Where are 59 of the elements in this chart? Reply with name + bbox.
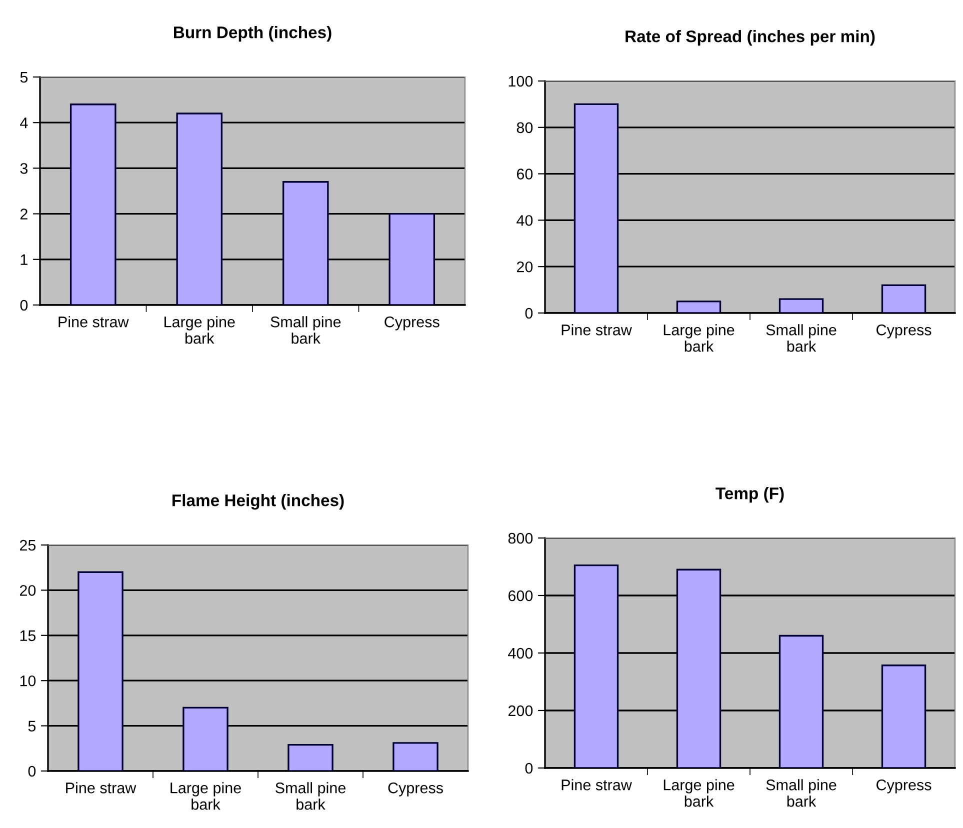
- y-tick-label: 100: [508, 76, 533, 87]
- x-tick-label: Cypress: [384, 316, 440, 330]
- y-tick-label: 2: [20, 208, 28, 220]
- chart-title: Temp (F): [716, 487, 784, 503]
- y-tick-label: 15: [20, 630, 36, 642]
- x-tick-label: Pine straw: [66, 782, 136, 794]
- chart-title: Flame Height (inches): [172, 494, 344, 510]
- bar: [574, 564, 619, 768]
- bar: [778, 634, 824, 768]
- y-tick-label: 0: [20, 300, 28, 311]
- bar: [778, 298, 824, 313]
- y-tick-label: 10: [20, 675, 36, 686]
- y-tick-label: 5: [20, 72, 28, 83]
- bar: [676, 300, 722, 313]
- bar: [881, 664, 926, 768]
- x-tick-label: Pine straw: [562, 779, 632, 790]
- x-tick-label: Cypress: [876, 780, 932, 794]
- x-tick-label: Cypress: [388, 782, 443, 796]
- y-tick-label: 60: [516, 168, 533, 180]
- x-tick-label: Large pine bark: [664, 779, 734, 807]
- y-tick-label: 25: [20, 540, 36, 551]
- y-tick-label: 0: [28, 766, 36, 777]
- y-tick-label: 20: [516, 261, 533, 272]
- y-tick-label: 400: [508, 648, 533, 659]
- x-tick-label: Pine straw: [562, 324, 632, 336]
- x-tick-label: Pine straw: [58, 316, 129, 328]
- x-tick-label: Small pine bark: [766, 324, 836, 352]
- bar: [388, 212, 436, 305]
- y-tick-label: 4: [20, 118, 28, 128]
- bar: [70, 104, 116, 305]
- y-tick-label: 80: [516, 122, 533, 134]
- y-tick-label: 0: [525, 762, 533, 774]
- chart-title: Burn Depth (inches): [174, 26, 332, 42]
- x-tick-label: Cypress: [876, 324, 932, 338]
- bar: [176, 112, 223, 305]
- x-tick-label: Small pine bark: [276, 782, 346, 810]
- chart-title: Rate of Spread (inches per min): [626, 30, 875, 46]
- y-tick-label: 800: [508, 532, 533, 544]
- x-tick-label: Large pine bark: [664, 324, 734, 352]
- bar: [78, 571, 124, 771]
- bar: [182, 706, 228, 771]
- y-tick-label: 40: [516, 215, 533, 226]
- bar: [676, 568, 722, 768]
- bar: [881, 284, 926, 313]
- y-tick-label: 3: [20, 163, 28, 174]
- y-tick-label: 5: [28, 720, 36, 732]
- x-tick-label: Large pine bark: [170, 782, 241, 810]
- y-tick-label: 1: [20, 254, 28, 265]
- y-tick-label: 200: [508, 705, 533, 716]
- x-tick-label: Small pine bark: [766, 779, 836, 807]
- bar: [392, 742, 438, 771]
- x-tick-label: Large pine bark: [164, 316, 235, 344]
- y-tick-label: 0: [525, 308, 533, 319]
- y-tick-label: 600: [508, 590, 533, 602]
- bar: [574, 103, 619, 313]
- bar: [282, 181, 329, 305]
- y-tick-label: 20: [20, 585, 36, 596]
- bar: [288, 744, 334, 771]
- x-tick-label: Small pine bark: [270, 316, 341, 344]
